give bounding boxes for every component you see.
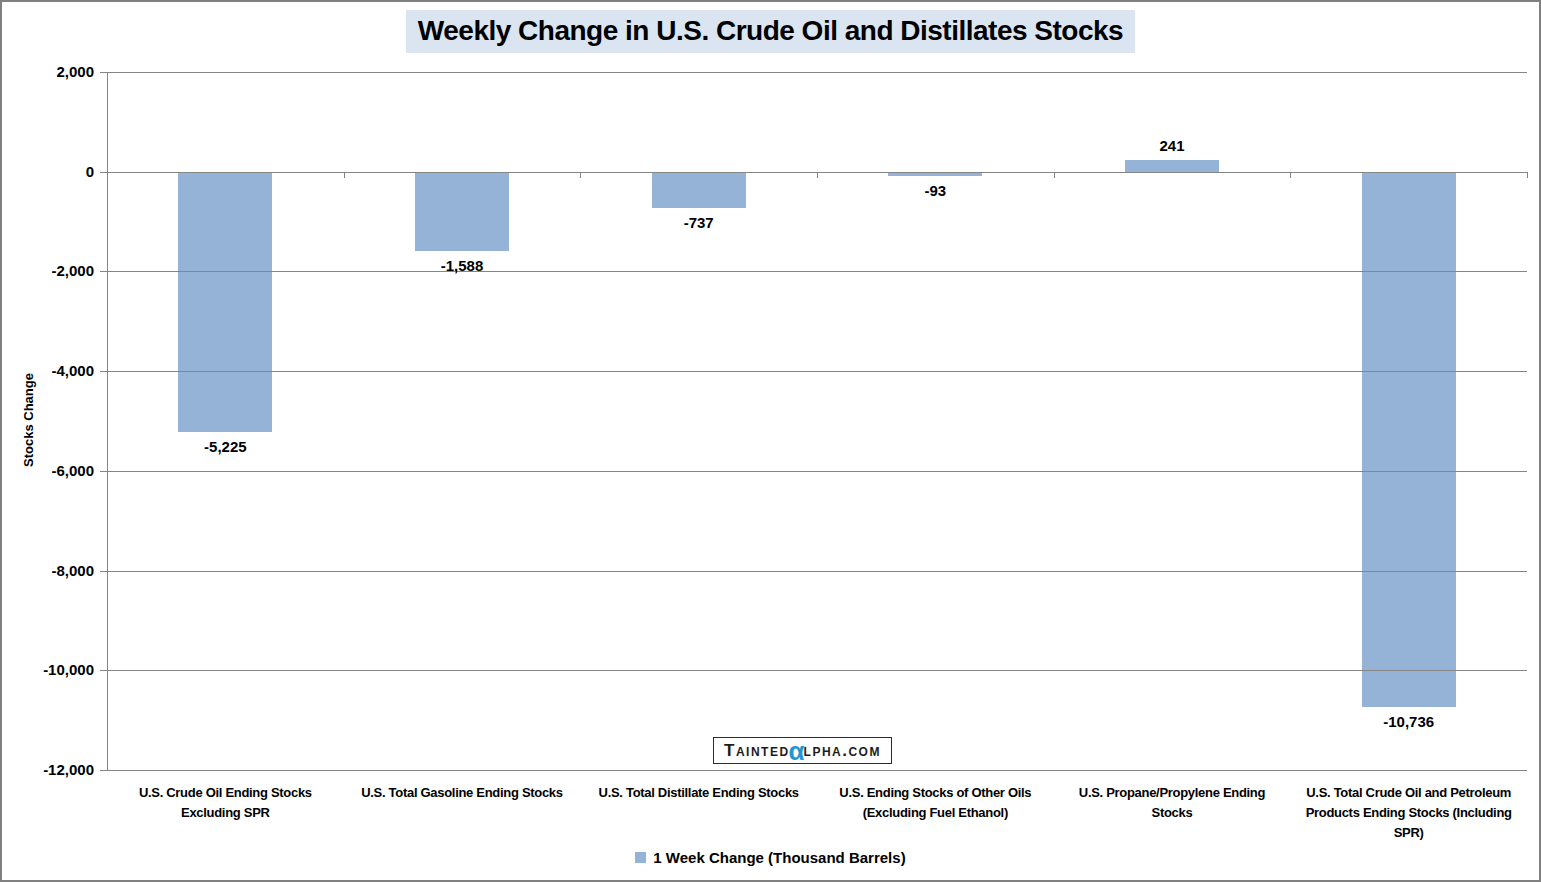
gridline <box>107 271 1527 272</box>
x-axis-label-1: U.S. Total Gasoline Ending Stocks <box>349 783 576 803</box>
gridline <box>107 770 1527 771</box>
data-label-4: 241 <box>1112 136 1232 155</box>
data-label-0: -5,225 <box>165 437 285 456</box>
y-tick-label: -4,000 <box>6 362 94 380</box>
data-label-2: -737 <box>639 213 759 232</box>
x-axis-label-0: U.S. Crude Oil Ending Stocks Excluding S… <box>112 783 339 823</box>
y-axis-tick <box>100 770 107 771</box>
chart-frame: Weekly Change in U.S. Crude Oil and Dist… <box>0 0 1541 882</box>
alpha-glyph: α <box>789 738 805 764</box>
bar-4 <box>1125 160 1219 172</box>
watermark: Taintedαlpha.com <box>713 737 892 764</box>
y-axis-tick <box>100 271 107 272</box>
y-tick-label: -2,000 <box>6 262 94 280</box>
y-tick-label: -12,000 <box>6 761 94 779</box>
legend-marker <box>635 852 646 863</box>
y-tick-label: -10,000 <box>6 661 94 679</box>
category-tick <box>580 172 581 178</box>
y-axis-tick <box>100 670 107 671</box>
chart-title: Weekly Change in U.S. Crude Oil and Dist… <box>2 10 1539 53</box>
y-tick-label: 2,000 <box>6 63 94 81</box>
y-axis-tick <box>100 371 107 372</box>
gridline <box>107 670 1527 671</box>
category-tick <box>1054 172 1055 178</box>
legend-label: 1 Week Change (Thousand Barrels) <box>653 849 905 866</box>
category-tick <box>107 172 108 178</box>
y-tick-label: 0 <box>6 163 94 181</box>
category-tick <box>344 172 345 178</box>
y-axis-tick <box>100 571 107 572</box>
gridline <box>107 72 1527 73</box>
bar-5 <box>1362 172 1456 707</box>
x-axis-label-2: U.S. Total Distillate Ending Stocks <box>585 783 812 803</box>
chart-title-text: Weekly Change in U.S. Crude Oil and Dist… <box>406 10 1135 53</box>
legend: 1 Week Change (Thousand Barrels) <box>2 849 1539 866</box>
bar-0 <box>178 172 272 433</box>
x-axis-label-4: U.S. Propane/Propylene Ending Stocks <box>1059 783 1286 823</box>
data-label-3: -93 <box>875 181 995 200</box>
bar-2 <box>652 172 746 209</box>
data-label-1: -1,588 <box>402 256 522 275</box>
gridline <box>107 371 1527 372</box>
x-axis-label-3: U.S. Ending Stocks of Other Oils (Exclud… <box>822 783 1049 823</box>
y-tick-label: -6,000 <box>6 462 94 480</box>
x-axis-label-5: U.S. Total Crude Oil and Petroleum Produ… <box>1295 783 1522 843</box>
watermark-suffix: lpha.com <box>804 741 881 761</box>
category-tick <box>817 172 818 178</box>
y-axis-tick <box>100 72 107 73</box>
bar-1 <box>415 172 509 251</box>
y-axis-tick <box>100 471 107 472</box>
y-tick-label: -8,000 <box>6 562 94 580</box>
watermark-prefix: Tainted <box>724 741 790 761</box>
data-label-5: -10,736 <box>1349 712 1469 731</box>
gridline <box>107 471 1527 472</box>
y-axis-tick <box>100 172 107 173</box>
category-tick <box>1527 172 1528 178</box>
gridline <box>107 571 1527 572</box>
category-tick <box>1290 172 1291 178</box>
